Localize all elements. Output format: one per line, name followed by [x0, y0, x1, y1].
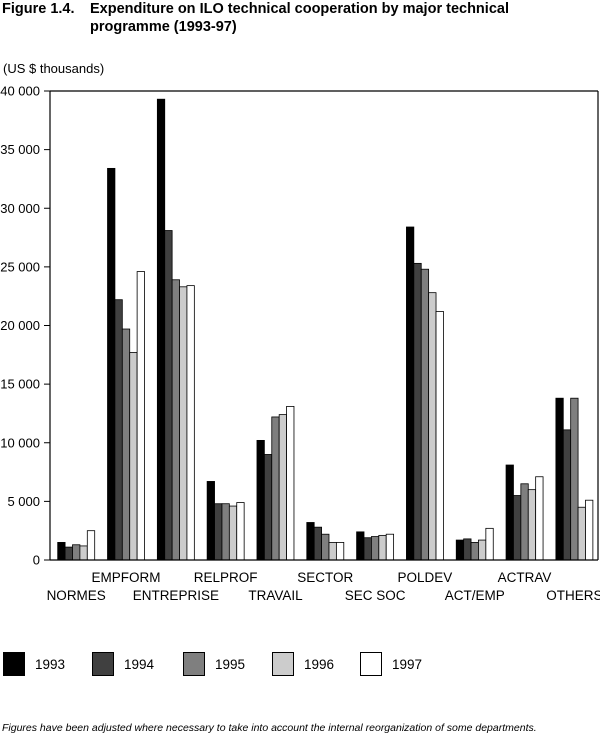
y-tick-label: 10 000 [0, 435, 40, 450]
bar [570, 397, 579, 561]
bar-chart: 0 5 000 10 000 15 000 20 000 25 000 30 000 35 0… [0, 84, 600, 604]
legend-label: 1997 [392, 657, 423, 672]
bar [385, 533, 395, 561]
bar [306, 522, 315, 561]
x-tick-label: ACT/EMP [445, 588, 505, 603]
bar [328, 542, 337, 561]
bar [321, 533, 330, 561]
bar [470, 542, 479, 561]
bar [114, 299, 123, 561]
bar [179, 286, 188, 561]
bar [79, 545, 88, 561]
bar [420, 268, 430, 561]
legend-swatch [183, 652, 205, 676]
bar [535, 476, 544, 561]
x-tick-label: POLDEV [398, 570, 453, 585]
bar [206, 481, 215, 561]
legend-swatch [3, 652, 25, 676]
bar [171, 279, 180, 561]
bar [214, 503, 223, 561]
bar [513, 495, 522, 561]
legend-label: 1993 [35, 657, 66, 672]
x-tick-label: EMPFORM [92, 570, 161, 585]
bar [57, 542, 66, 561]
bar [577, 506, 586, 561]
x-tick-label: SECTOR [297, 570, 353, 585]
bar [313, 526, 322, 561]
x-tick-label: SEC SOC [345, 588, 406, 603]
y-tick-label: 25 000 [0, 259, 40, 274]
bar [64, 546, 73, 561]
bar [335, 542, 345, 561]
bar [121, 328, 131, 561]
bar [256, 439, 265, 561]
x-tick-label: ENTREPRISE [133, 588, 219, 603]
legend-swatch [92, 652, 114, 676]
bar [585, 499, 594, 561]
y-tick-label: 0 [33, 553, 40, 568]
x-tick-label: OTHERS [546, 588, 600, 603]
bar [555, 397, 564, 561]
bar [413, 262, 422, 561]
bar [278, 414, 287, 561]
footnote: Figures have been adjusted where necessa… [2, 722, 537, 734]
figure-label: Figure 1.4. [2, 1, 75, 17]
legend-swatch [360, 652, 382, 676]
bar [378, 534, 387, 561]
bar [478, 539, 487, 561]
bar [455, 539, 465, 561]
y-tick-label: 30 000 [0, 201, 40, 216]
figure-title: Figure 1.4. Expenditure on ILO technical … [2, 0, 560, 36]
bar [263, 454, 273, 561]
bar [156, 98, 166, 561]
bar [435, 311, 444, 561]
bar [371, 536, 380, 561]
legend-label: 1995 [215, 657, 246, 672]
bar [136, 271, 145, 561]
bar [186, 285, 195, 561]
bar [562, 429, 572, 561]
y-tick-label: 5 000 [7, 494, 40, 509]
bar [363, 537, 372, 561]
legend-label: 1996 [304, 657, 335, 672]
x-tick-label: RELPROF [194, 570, 258, 585]
legend: 1993 1994 1995 1996 1997 [0, 652, 600, 680]
bar [107, 167, 116, 561]
unit-label: (US $ thousands) [3, 61, 105, 76]
bar [86, 530, 96, 561]
y-tick-label: 35 000 [0, 142, 40, 157]
figure-title-text: Expenditure on ILO technical cooperation… [90, 1, 509, 35]
bar [271, 416, 280, 561]
bar [164, 230, 173, 561]
bar [406, 226, 415, 561]
legend-label: 1994 [124, 657, 155, 672]
bar [527, 489, 537, 561]
bar [356, 531, 365, 561]
bar [72, 544, 81, 561]
bar [236, 502, 245, 561]
bar [286, 405, 295, 561]
bar [520, 483, 529, 561]
bar [505, 464, 514, 561]
bar [428, 292, 437, 561]
y-tick-label: 15 000 [0, 377, 40, 392]
x-tick-label: NORMES [47, 588, 106, 603]
bar [463, 538, 472, 561]
x-tick-label: TRAVAIL [248, 588, 303, 603]
legend-swatch [272, 652, 294, 676]
bar [129, 352, 138, 561]
y-tick-label: 20 000 [0, 318, 40, 333]
y-tick-label: 40 000 [0, 84, 40, 99]
bar [485, 527, 494, 561]
bar [221, 503, 230, 561]
bar [228, 505, 238, 561]
x-tick-label: ACTRAV [498, 570, 552, 585]
